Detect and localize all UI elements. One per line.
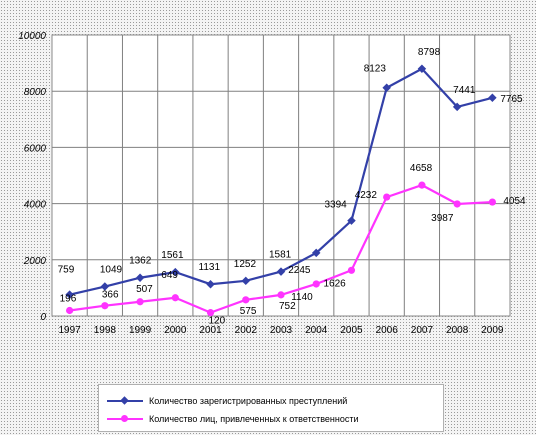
data-labels: 759 1049 1362 1561 1131 1252 1581 2245 3394 8123 8…: [58, 47, 526, 327]
data-point: [171, 267, 180, 277]
data-point: [312, 280, 320, 288]
data-point: [382, 83, 391, 92]
data-point: [488, 198, 496, 206]
data-label: 1252: [234, 259, 257, 270]
y-tick-label: 10000: [18, 31, 46, 42]
axes: 0 2000 4000 6000 8000 10000 1997 1998 1999 2000 20…: [18, 31, 504, 336]
data-label: 2245: [288, 265, 311, 276]
data-label: 366: [102, 290, 119, 301]
data-label: 507: [136, 284, 153, 295]
data-label: 3987: [431, 213, 454, 224]
y-tick-label: 4000: [24, 200, 47, 211]
data-label: 759: [58, 265, 75, 276]
data-label: 120: [209, 316, 226, 327]
data-point: [277, 291, 285, 299]
data-point: [383, 193, 391, 201]
legend-label-held-liable: Количество лиц, привлеченных к ответстве…: [149, 414, 359, 424]
data-label: 4054: [503, 196, 526, 207]
x-tick-label: 2008: [446, 325, 469, 336]
data-point: [66, 306, 74, 315]
legend-line-held-liable: [107, 415, 143, 422]
data-point: [171, 294, 179, 302]
x-tick-label: 2009: [481, 325, 504, 336]
chart-svg: 0 2000 4000 6000 8000 10000 1997 1998 1999 2000 20…: [18, 31, 526, 336]
x-tick-label: 2006: [376, 325, 399, 336]
data-point: [101, 302, 109, 310]
data-point: [488, 93, 497, 103]
legend-item-held-liable: Количество лиц, привлеченных к ответстве…: [107, 412, 359, 426]
legend-line-registered: [107, 396, 143, 405]
data-point: [136, 298, 144, 306]
x-tick-label: 1998: [94, 325, 117, 336]
data-point: [206, 309, 215, 317]
data-label: 4658: [410, 163, 433, 174]
data-label: 196: [60, 293, 77, 304]
y-tick-label: 8000: [24, 87, 47, 98]
data-point: [417, 64, 427, 74]
data-label: 3394: [324, 200, 347, 211]
y-tick-label: 6000: [24, 143, 47, 154]
legend-item-registered: Количество зарегистрированных преступлен…: [107, 394, 347, 408]
data-point: [206, 279, 215, 289]
x-tick-label: 2001: [199, 325, 222, 336]
data-label: 1049: [100, 265, 123, 276]
x-tick-label: 2004: [305, 325, 328, 336]
data-point: [453, 200, 461, 208]
x-tick-label: 1999: [129, 325, 152, 336]
x-tick-label: 2000: [164, 325, 187, 336]
data-label: 649: [161, 270, 178, 281]
data-label: 7765: [500, 94, 523, 105]
data-label: 7441: [453, 85, 476, 96]
data-label: 8798: [418, 47, 441, 58]
x-tick-label: 2007: [411, 325, 434, 336]
data-label: 1131: [199, 262, 221, 273]
data-point: [242, 296, 250, 304]
legend-label-registered: Количество зарегистрированных преступлен…: [149, 396, 348, 406]
x-tick-label: 2003: [270, 325, 293, 336]
data-point: [100, 282, 110, 291]
data-point: [347, 266, 356, 274]
x-tick-label: 2002: [235, 325, 258, 336]
data-label: 752: [279, 301, 296, 312]
data-label: 8123: [364, 64, 387, 75]
x-tick-label: 2005: [340, 325, 363, 336]
data-point: [418, 181, 426, 189]
data-point: [311, 248, 321, 258]
data-point: [276, 267, 286, 276]
data-label: 1581: [269, 250, 292, 261]
data-label: 1140: [291, 292, 313, 303]
data-label: 1362: [129, 256, 152, 267]
data-label: 1626: [323, 278, 346, 289]
series: [65, 64, 497, 317]
data-point: [452, 102, 462, 112]
data-point: [135, 273, 145, 282]
data-point: [65, 290, 74, 299]
data-label: 575: [240, 306, 257, 317]
circle-marker-icon: [121, 415, 128, 422]
data-label: 1561: [161, 250, 184, 261]
y-tick-label: 2000: [23, 256, 47, 267]
legend: Количество зарегистрированных преступлен…: [98, 384, 444, 432]
data-label: 4232: [355, 190, 378, 201]
data-point: [241, 276, 251, 286]
x-tick-label: 1997: [58, 325, 81, 336]
data-point: [347, 216, 356, 225]
y-tick-label: 0: [40, 312, 46, 323]
diamond-marker-icon: [120, 396, 129, 405]
